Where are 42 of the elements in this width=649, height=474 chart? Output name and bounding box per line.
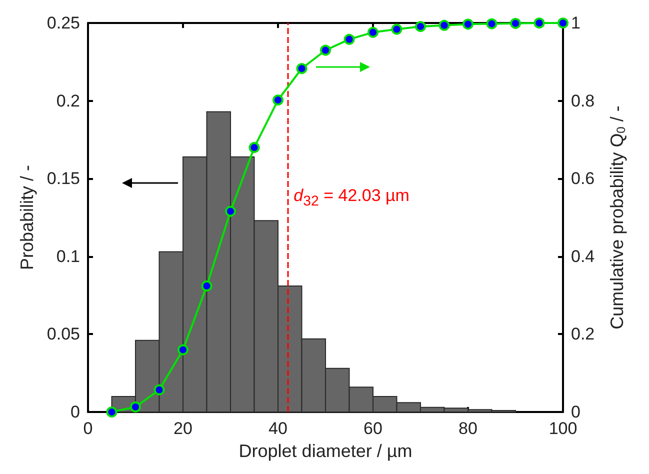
point (391, 24, 402, 35)
y2-axis-title: Cumulative probability Q0 / - (607, 106, 628, 330)
y2-tick-label: 0.8 (571, 91, 595, 110)
point (248, 142, 260, 153)
point (296, 63, 308, 74)
y-axis-title: Probability / - (17, 164, 37, 270)
point (201, 280, 212, 292)
y2-tick-label: 0 (571, 402, 580, 422)
point (462, 18, 474, 30)
y2-tick-label: 0.2 (571, 324, 595, 344)
y-tick-label: 0.05 (46, 324, 80, 344)
point (438, 20, 450, 31)
point (272, 94, 284, 106)
y-tick-label: 0.25 (46, 14, 80, 32)
x-tick-label: 20 (174, 419, 192, 438)
point (106, 406, 118, 418)
y-tick-label: 0 (70, 402, 80, 422)
ref-line-label: d$_{32}$ = 42.03 µm (294, 186, 410, 210)
point (178, 344, 188, 356)
point (344, 34, 355, 45)
point (320, 44, 331, 56)
y2-tick-label: 1 (571, 14, 580, 32)
point (486, 18, 498, 30)
point (130, 401, 141, 412)
point (368, 26, 378, 38)
x-tick-label: 0 (83, 419, 93, 438)
point (415, 21, 426, 32)
x-tick-label: 100 (548, 419, 578, 438)
y-tick-label: 0.1 (56, 246, 80, 266)
point (534, 18, 545, 28)
y2-tick-label: 0.4 (571, 246, 595, 266)
x-tick-label: 40 (268, 419, 288, 438)
y-tick-label: 0.15 (46, 169, 80, 188)
x-tick-label: 60 (364, 419, 382, 438)
point (558, 18, 568, 28)
y-tick-label: 0.2 (56, 91, 80, 110)
x-tick-label: 80 (458, 419, 478, 438)
x-axis-title: Droplet diameter / µm (238, 441, 412, 461)
point (154, 384, 165, 396)
point (225, 206, 236, 217)
y2-tick-label: 0.6 (571, 169, 595, 188)
point (510, 18, 521, 29)
